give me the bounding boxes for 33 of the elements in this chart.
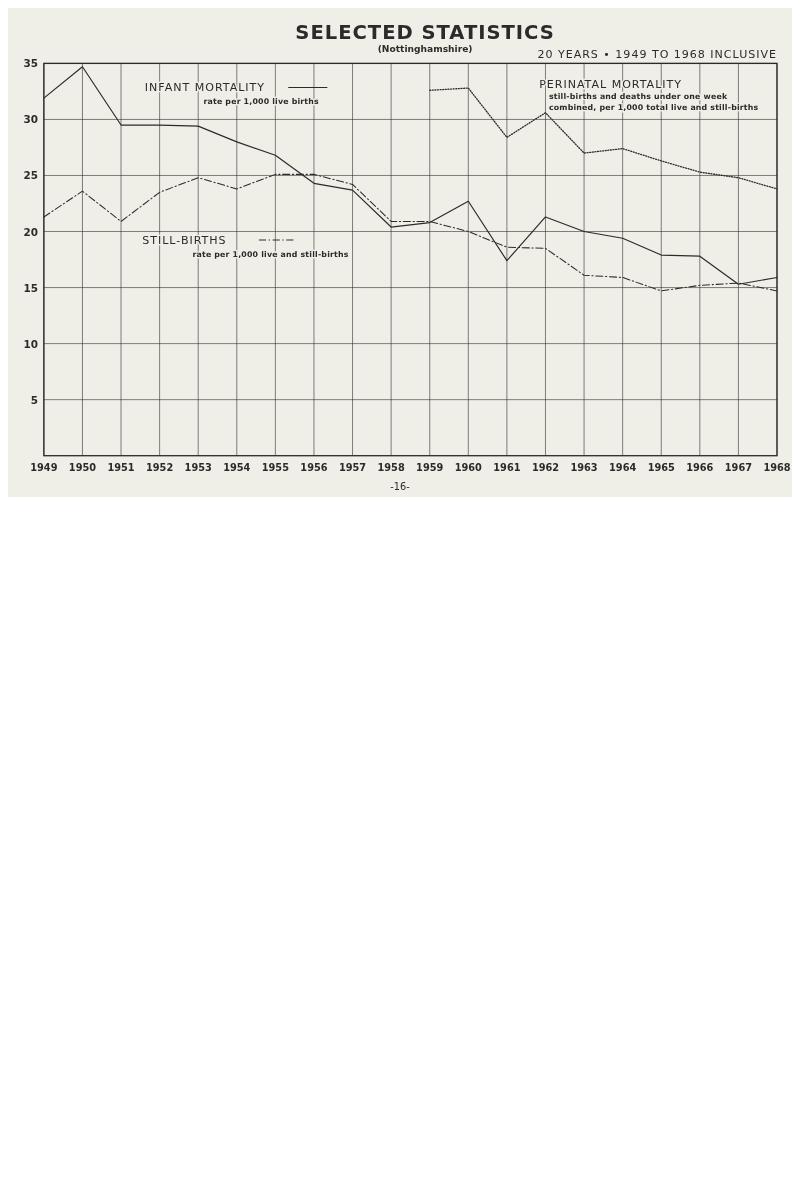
x-tick-label: 1958 [377,461,405,473]
y-tick-label: 15 [23,281,38,294]
x-tick-label: 1961 [493,461,521,473]
y-tick-label: 30 [23,113,38,126]
x-tick-label: 1955 [261,461,290,473]
x-tick-label: 1968 [763,461,791,473]
text: STILL-BIRTHS [142,233,227,247]
x-tick-label: 1964 [609,461,637,473]
x-tick-label: 1952 [146,461,174,473]
x-tick-label: 1949 [30,461,58,473]
x-tick-label: 1950 [68,461,97,473]
text: -16- [390,481,411,493]
x-tick-label: 1953 [184,461,212,473]
x-tick-label: 1967 [724,461,753,473]
y-tick-label: 25 [23,169,38,182]
x-tick-label: 1965 [647,461,676,473]
chart-title: SELECTED STATISTICS [295,21,555,45]
text: 20 YEARS • 1949 TO 1968 INCLUSIVE [537,47,777,61]
y-tick-label: 20 [23,225,38,238]
y-tick-label: 5 [30,393,38,406]
legend-label: INFANT MORTALITY [144,81,266,95]
x-tick-label: 1962 [531,461,560,473]
x-tick-label: 1960 [454,461,483,473]
x-tick-label: 1957 [338,461,367,473]
x-tick-label: 1959 [416,461,444,473]
x-tick-label: 1951 [107,461,135,473]
chart-subtitle: (Nottinghamshire) [377,44,473,55]
x-tick-label: 1963 [570,461,598,473]
y-tick-label: 35 [23,57,38,70]
x-tick-label: 1956 [300,461,328,473]
x-tick-label: 1954 [223,461,251,473]
y-tick-label: 10 [23,337,38,350]
x-tick-label: 1966 [686,461,714,473]
